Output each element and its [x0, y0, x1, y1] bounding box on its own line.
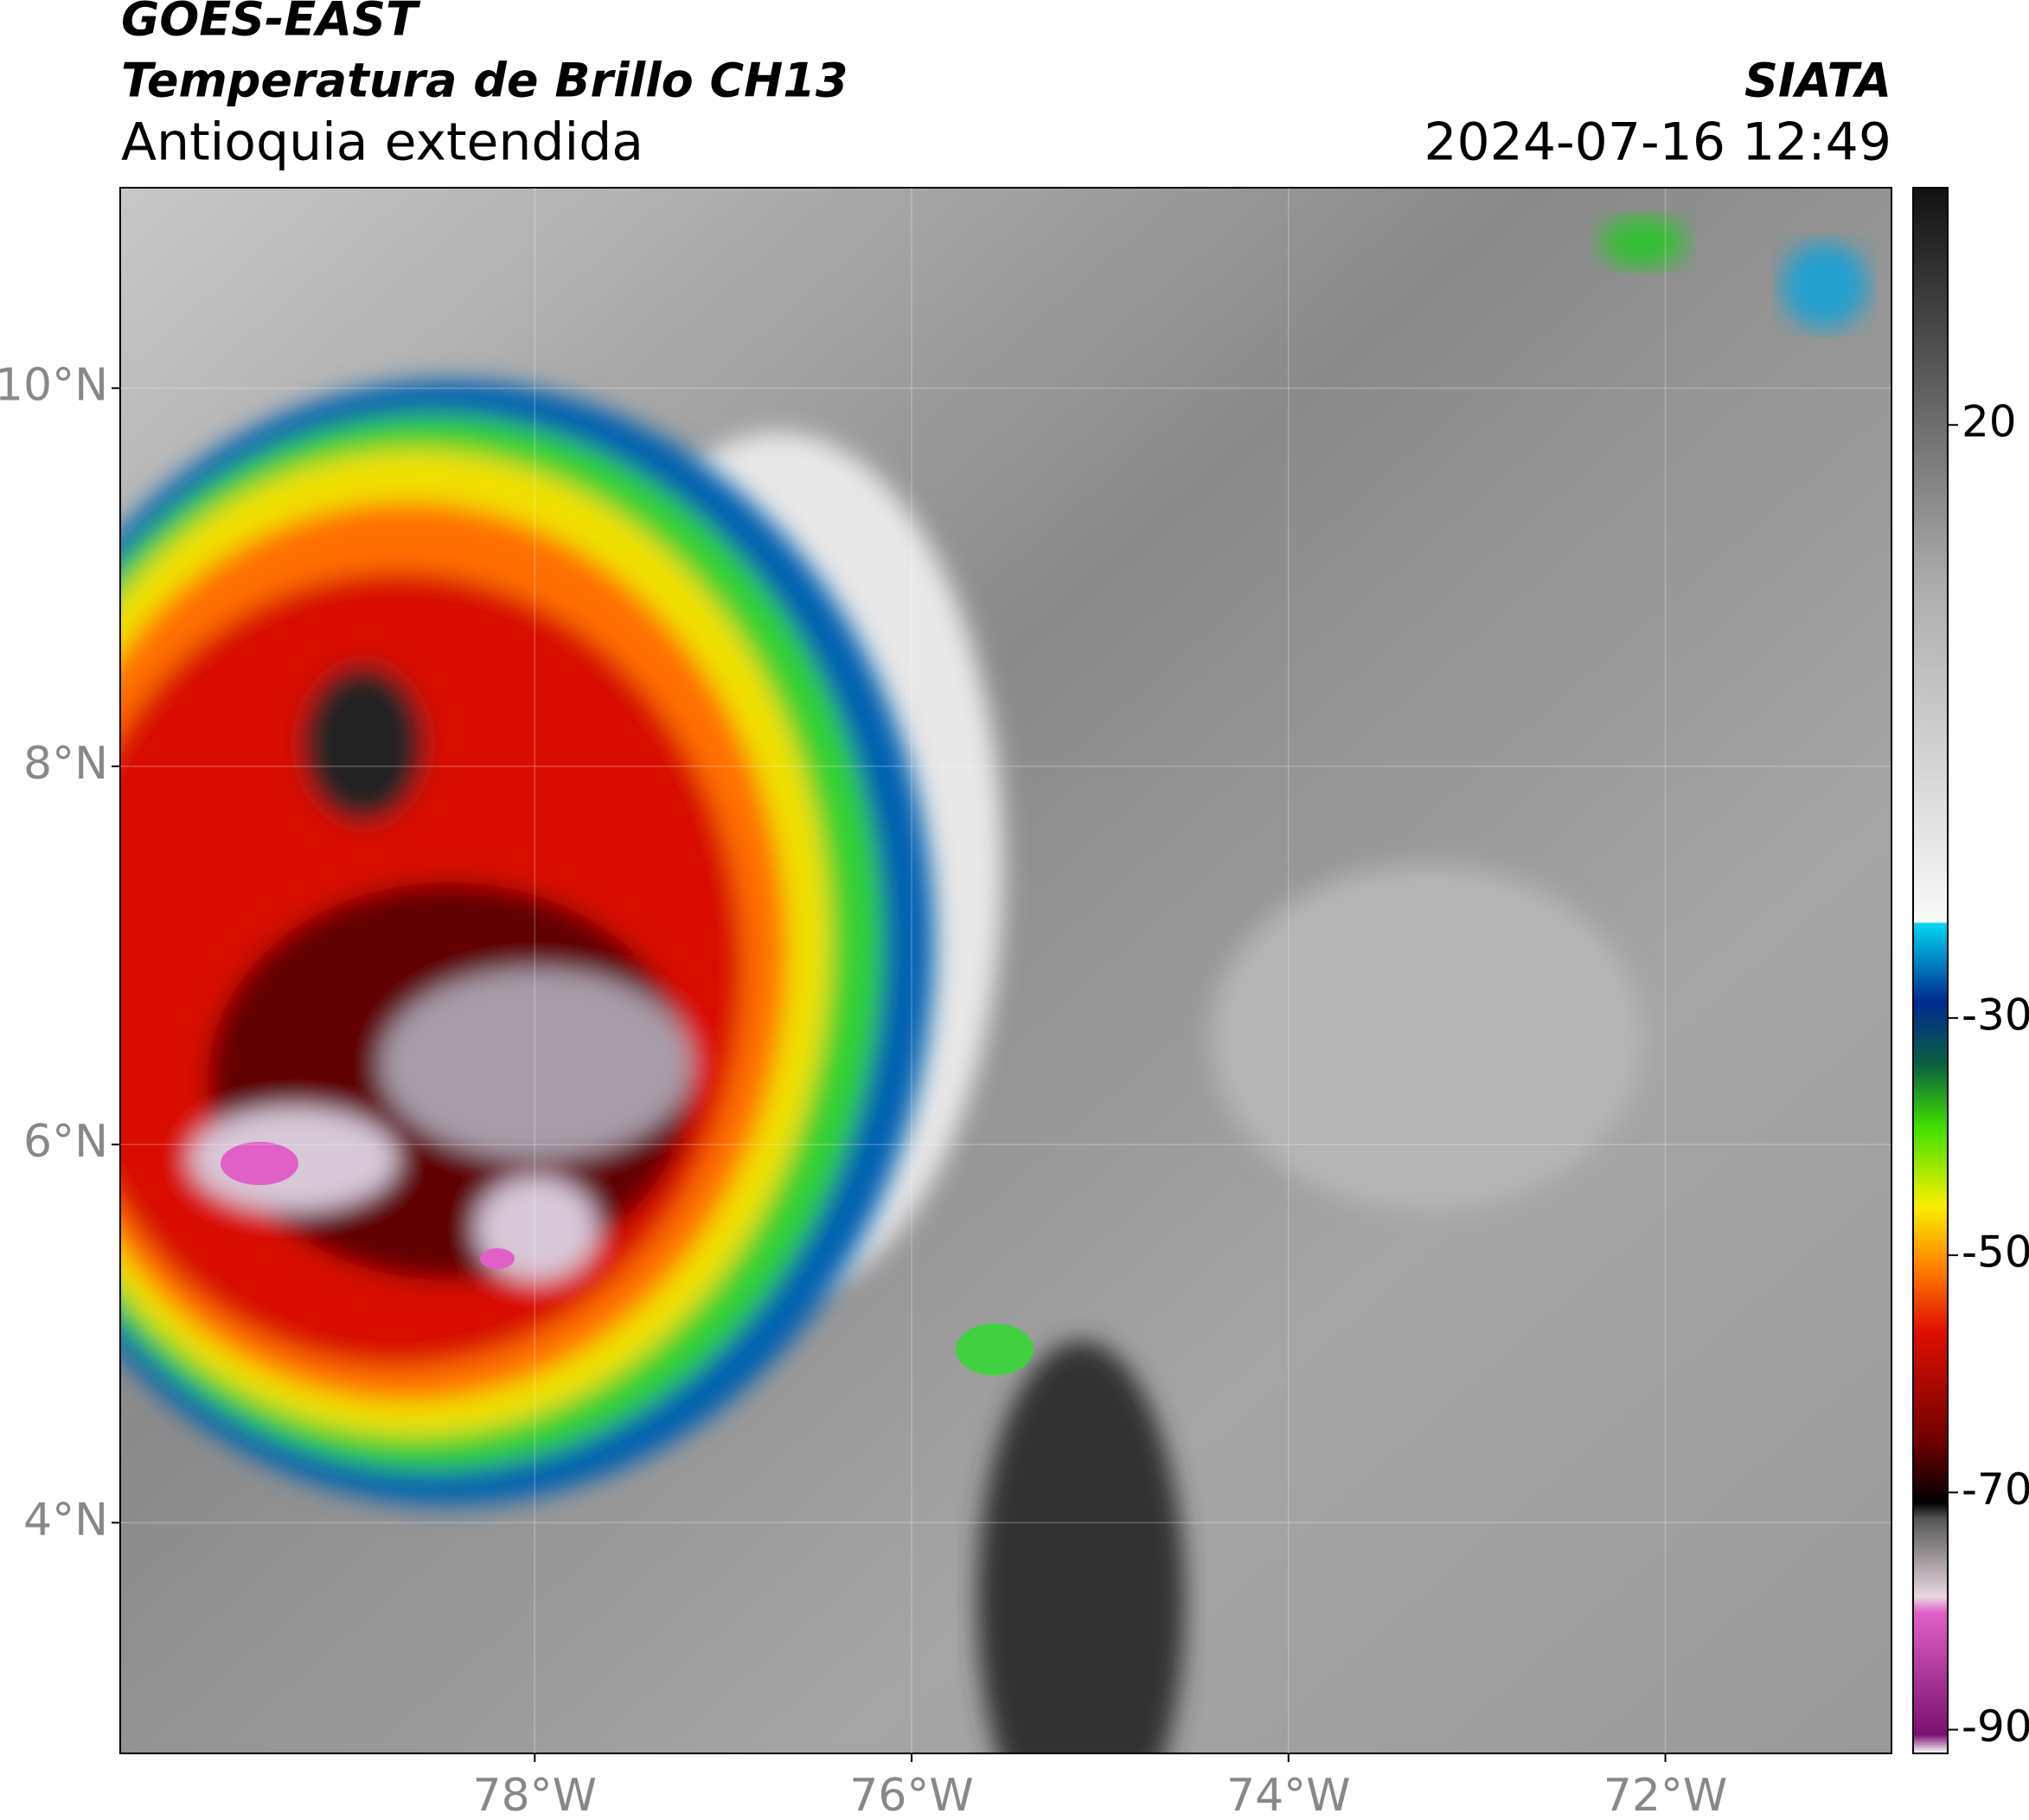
map-frame	[119, 187, 1892, 1754]
colorbar-label: -50	[1962, 1227, 2029, 1278]
colorbar-label: 20	[1962, 397, 2017, 447]
colorbar-label: -30	[1962, 990, 2029, 1040]
title: GOES-EAST	[121, 0, 421, 47]
x-tick-label: 74°W	[1226, 1770, 1351, 1817]
colorbar-label: -90	[1962, 1701, 2029, 1752]
y-tick-label: 10°N	[0, 360, 108, 412]
y-tick-label: 6°N	[23, 1116, 108, 1168]
subtitle: Temperatura de Brillo CH13	[121, 54, 848, 108]
colorbar-label: -70	[1962, 1464, 2029, 1515]
region: Antioquia extendida	[121, 112, 643, 173]
datetime: 2024-07-16 12:49	[1424, 112, 1891, 173]
x-tick-label: 76°W	[849, 1770, 974, 1817]
colorbar	[1912, 187, 1949, 1754]
y-tick-label: 4°N	[23, 1494, 108, 1546]
axes: 78°W 76°W 74°W 72°W 4°N 6°N 8°N 10°N -90 -70 -50 -3…	[0, 188, 2029, 1820]
x-tick-label: 78°W	[473, 1770, 598, 1817]
y-tick-label: 8°N	[23, 738, 108, 790]
satellite-image	[120, 188, 1891, 1753]
x-tick-label: 72°W	[1603, 1770, 1728, 1817]
source: SIATA	[1744, 54, 1891, 108]
